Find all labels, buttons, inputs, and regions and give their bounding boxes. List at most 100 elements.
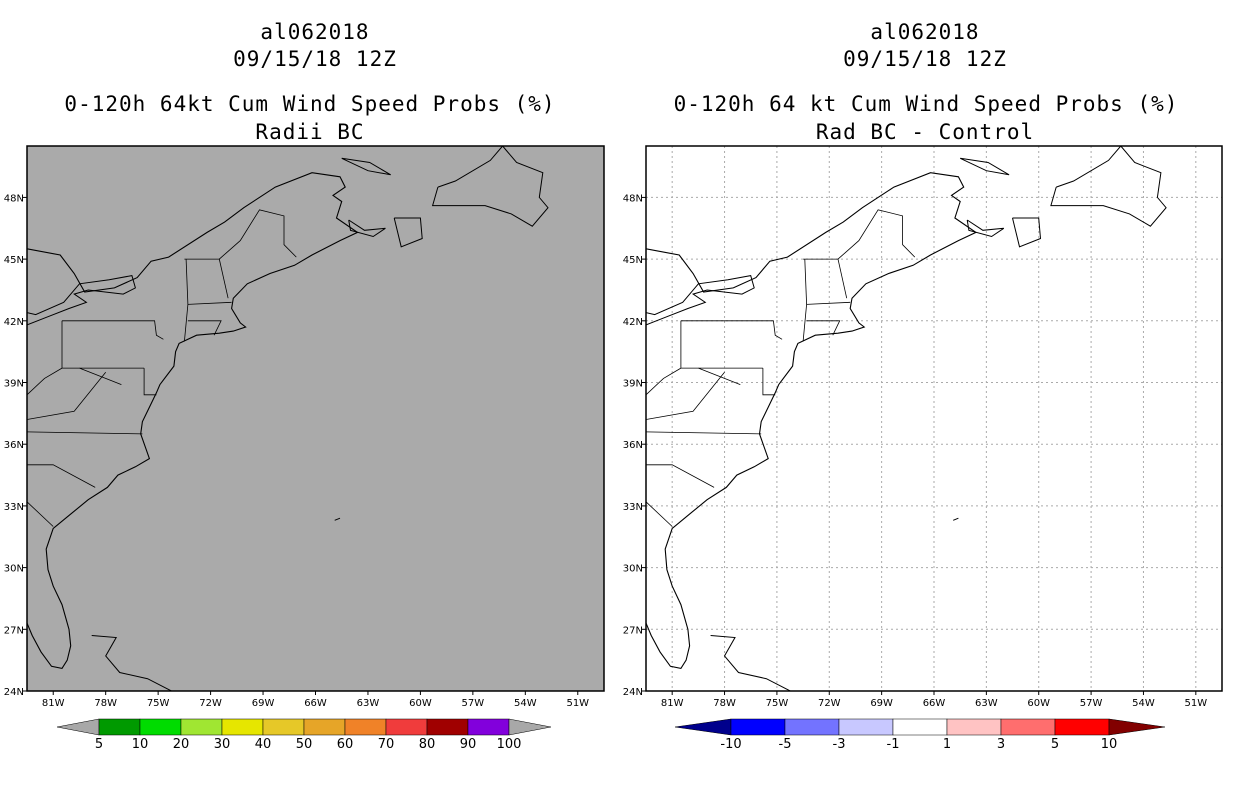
state-boundary (646, 371, 725, 420)
colorbar-segment (344, 718, 387, 736)
bermuda-outline (334, 517, 341, 521)
lat-label: 48N (4, 193, 24, 204)
map-features (646, 146, 1222, 691)
colorbar-low-arrow (56, 718, 100, 736)
lat-label: 30N (623, 564, 643, 575)
left-date: 09/15/18 12Z (233, 47, 397, 71)
state-boundary (27, 367, 63, 396)
colorbar-segment (180, 718, 223, 736)
bahamas-outline (91, 635, 173, 691)
colorbar-label: 60 (337, 737, 354, 752)
state-boundary (27, 371, 107, 420)
colorbar-label: 100 (497, 737, 522, 752)
island-outline (1012, 217, 1042, 248)
colorbar-segment (1000, 718, 1056, 736)
lon-label: 69W (870, 698, 893, 709)
state-boundary (680, 320, 783, 340)
map-features (27, 146, 549, 691)
lon-label: 57W (1080, 698, 1103, 709)
lon-label: 60W (409, 698, 432, 709)
lon-label: 63W (357, 698, 380, 709)
island-outline (341, 157, 391, 176)
colorbar-label: 5 (95, 737, 103, 752)
state-boundary (143, 368, 157, 396)
colorbar-segment (1054, 718, 1110, 736)
lon-label: 81W (661, 698, 684, 709)
colorbar-segment (98, 718, 141, 736)
state-boundary (27, 501, 54, 527)
lat-label: 42N (623, 317, 643, 328)
lat-label: 39N (4, 379, 24, 390)
lon-label: 57W (462, 698, 485, 709)
colorbar-label: 90 (460, 737, 477, 752)
colorbar-label: 10 (132, 737, 149, 752)
colorbar-label: 40 (255, 737, 272, 752)
lon-label: 54W (1132, 698, 1155, 709)
colorbar-label: 5 (1051, 737, 1059, 752)
left-subtitle: Radii BC (255, 120, 365, 144)
state-boundary (218, 259, 229, 299)
colorbar-label: 50 (296, 737, 313, 752)
colorbar-high-arrow (508, 718, 552, 736)
lat-label: 24N (4, 687, 24, 698)
colorbar-segment (426, 718, 469, 736)
lat-label: 45N (623, 255, 643, 266)
state-boundary (187, 301, 232, 305)
colorbar-label: 3 (997, 737, 1005, 752)
colorbar-label: -5 (779, 737, 792, 752)
colorbar-label: 30 (214, 737, 231, 752)
colorbar-label: -3 (833, 737, 846, 752)
lon-label: 81W (42, 698, 65, 709)
colorbar: 5 10 20 30 40 50 60 70 80 90 100 (56, 718, 552, 752)
lon-label: 63W (975, 698, 998, 709)
colorbar-label: -10 (720, 737, 741, 752)
coastline (27, 172, 359, 670)
right-title: 0-120h 64 kt Cum Wind Speed Probs (%) (673, 92, 1179, 116)
lon-label: 72W (818, 698, 841, 709)
colorbar-low-arrow (674, 718, 732, 736)
bermuda-outline (953, 517, 959, 521)
lon-label: 66W (304, 698, 327, 709)
lon-label: 66W (923, 698, 946, 709)
state-boundary (62, 320, 164, 340)
lat-label: 33N (623, 502, 643, 513)
island-outline (431, 146, 549, 227)
lon-label: 72W (199, 698, 222, 709)
colorbar-segment (262, 718, 305, 736)
island-outline (959, 157, 1010, 176)
colorbar-segment (892, 718, 948, 736)
state-boundary (27, 431, 143, 435)
lat-label: 45N (4, 255, 24, 266)
colorbar-label: 10 (1101, 737, 1118, 752)
colorbar-label: 20 (173, 737, 190, 752)
state-boundary (646, 464, 715, 488)
island-outline (966, 219, 1005, 238)
state-boundary (806, 301, 851, 305)
great-lakes-shore (27, 275, 136, 326)
lat-label: 36N (4, 440, 24, 451)
colorbar: -10 -5 -3 -1 1 3 5 10 (674, 718, 1166, 752)
state-boundary (837, 259, 848, 299)
left-storm-id: al062018 (260, 20, 370, 44)
bahamas-outline (710, 635, 792, 691)
right-subtitle: Rad BC - Control (815, 120, 1035, 144)
colorbar-segment (385, 718, 428, 736)
island-outline (393, 217, 423, 248)
lon-label: 78W (94, 698, 117, 709)
lat-label: 42N (4, 317, 24, 328)
lat-label: 39N (623, 379, 643, 390)
lat-label: 30N (4, 564, 24, 575)
right-storm-id: al062018 (870, 20, 980, 44)
colorbar-label: 70 (378, 737, 395, 752)
lat-label: 33N (4, 502, 24, 513)
colorbar-segment (784, 718, 840, 736)
colorbar-segment (838, 718, 894, 736)
right-date: 09/15/18 12Z (843, 47, 1007, 71)
lon-label: 75W (766, 698, 789, 709)
lon-label: 51W (566, 698, 589, 709)
state-boundary (806, 320, 841, 336)
colorbar-segment (221, 718, 264, 736)
colorbar-segment (730, 718, 786, 736)
island-outline (1050, 146, 1167, 227)
